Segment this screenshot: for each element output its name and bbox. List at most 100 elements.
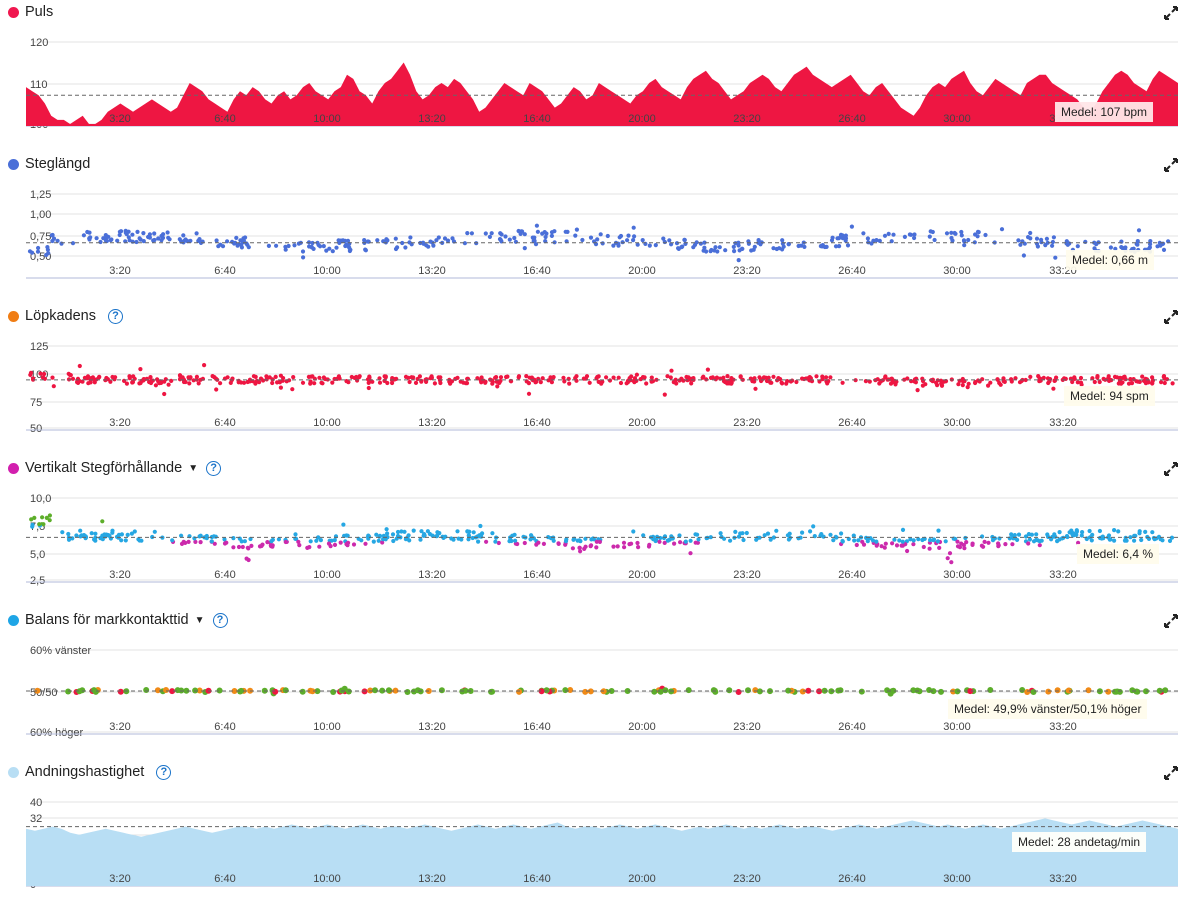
data-point (883, 375, 888, 380)
data-point (138, 367, 143, 372)
data-point (889, 239, 894, 244)
dropdown-caret-icon[interactable]: ▼ (194, 614, 205, 626)
data-point (235, 243, 240, 248)
data-point (236, 544, 242, 550)
data-point (399, 529, 404, 534)
data-point (272, 688, 279, 695)
data-point (470, 535, 475, 541)
data-point (153, 383, 158, 388)
y-tick-label: 1,25 (30, 189, 51, 201)
data-point (858, 688, 865, 695)
panel-title-text: Löpkadens (25, 308, 96, 324)
data-point (1055, 539, 1060, 544)
help-icon[interactable]: ? (107, 308, 123, 324)
data-point (498, 231, 503, 236)
data-point (1039, 538, 1044, 543)
data-point (123, 538, 128, 543)
data-point (317, 375, 322, 380)
expand-icon[interactable] (1164, 614, 1178, 628)
data-point (390, 532, 396, 537)
data-point (182, 238, 187, 243)
data-point (840, 380, 845, 385)
data-point (301, 255, 306, 260)
data-point (534, 542, 539, 547)
expand-icon[interactable] (1164, 462, 1178, 476)
data-point (466, 537, 471, 542)
data-point (148, 379, 153, 384)
data-point (42, 371, 47, 377)
data-point (1072, 376, 1077, 381)
dropdown-caret-icon[interactable]: ▼ (188, 462, 199, 474)
data-point (1136, 228, 1142, 233)
data-point (597, 539, 603, 544)
expand-icon[interactable] (1164, 158, 1178, 172)
expand-icon[interactable] (1164, 6, 1178, 20)
respiration-chart: 40322416803:206:4010:0013:2016:4020:0023… (26, 797, 1178, 891)
data-point (794, 379, 799, 385)
average-label: Medel: 6,4 % (1077, 544, 1160, 564)
y-tick-label: 50 (30, 423, 42, 435)
data-point (425, 529, 430, 534)
data-point (504, 374, 509, 380)
data-point (923, 382, 928, 387)
data-point (688, 538, 693, 543)
data-point (194, 374, 199, 379)
data-point (1106, 535, 1111, 540)
data-point (684, 374, 689, 380)
data-point (152, 231, 157, 236)
help-icon[interactable]: ? (206, 460, 222, 476)
data-point (119, 538, 124, 543)
data-point (864, 535, 869, 540)
data-point (799, 688, 806, 695)
panel-title-text: Vertikalt Stegförhållande (25, 460, 183, 476)
help-icon[interactable]: ? (156, 764, 172, 780)
data-point (278, 373, 283, 378)
data-point (169, 688, 176, 695)
data-point (55, 238, 60, 243)
data-point (283, 539, 288, 545)
data-point (507, 237, 512, 242)
data-point (1035, 538, 1040, 543)
data-point (244, 556, 249, 561)
data-point (1010, 542, 1015, 547)
data-point (877, 238, 882, 243)
data-point (677, 533, 682, 538)
x-tick-label: 6:40 (214, 113, 235, 125)
data-point (735, 689, 742, 695)
x-tick-label: 3:20 (109, 265, 130, 277)
data-point (273, 374, 278, 379)
data-point (980, 534, 985, 539)
data-point (130, 232, 135, 237)
data-point (59, 241, 64, 246)
data-point (888, 381, 894, 386)
data-point (997, 380, 1002, 386)
respiration-area (26, 818, 1178, 886)
data-point (869, 241, 874, 246)
help-icon[interactable]: ? (212, 612, 228, 628)
expand-icon[interactable] (1164, 310, 1178, 324)
data-point (119, 229, 124, 234)
data-point (589, 543, 594, 548)
data-point (887, 690, 894, 697)
data-point (522, 232, 527, 237)
data-point (938, 688, 944, 695)
expand-icon[interactable] (1164, 766, 1178, 780)
data-point (843, 238, 848, 243)
data-point (1044, 236, 1049, 241)
data-point (222, 537, 227, 542)
data-point (137, 236, 142, 241)
data-point (418, 537, 423, 542)
data-point (385, 531, 390, 536)
data-point (490, 531, 495, 536)
data-point (778, 377, 783, 382)
data-point (130, 380, 135, 385)
data-point (959, 233, 964, 238)
data-point (1016, 532, 1022, 537)
x-tick-label: 30:00 (943, 417, 971, 429)
data-point (839, 531, 844, 536)
data-point (1159, 380, 1164, 385)
data-point (197, 534, 202, 539)
panel-title-steglangd: Steglängd (8, 156, 90, 172)
data-point (424, 377, 429, 382)
data-point (385, 535, 390, 540)
